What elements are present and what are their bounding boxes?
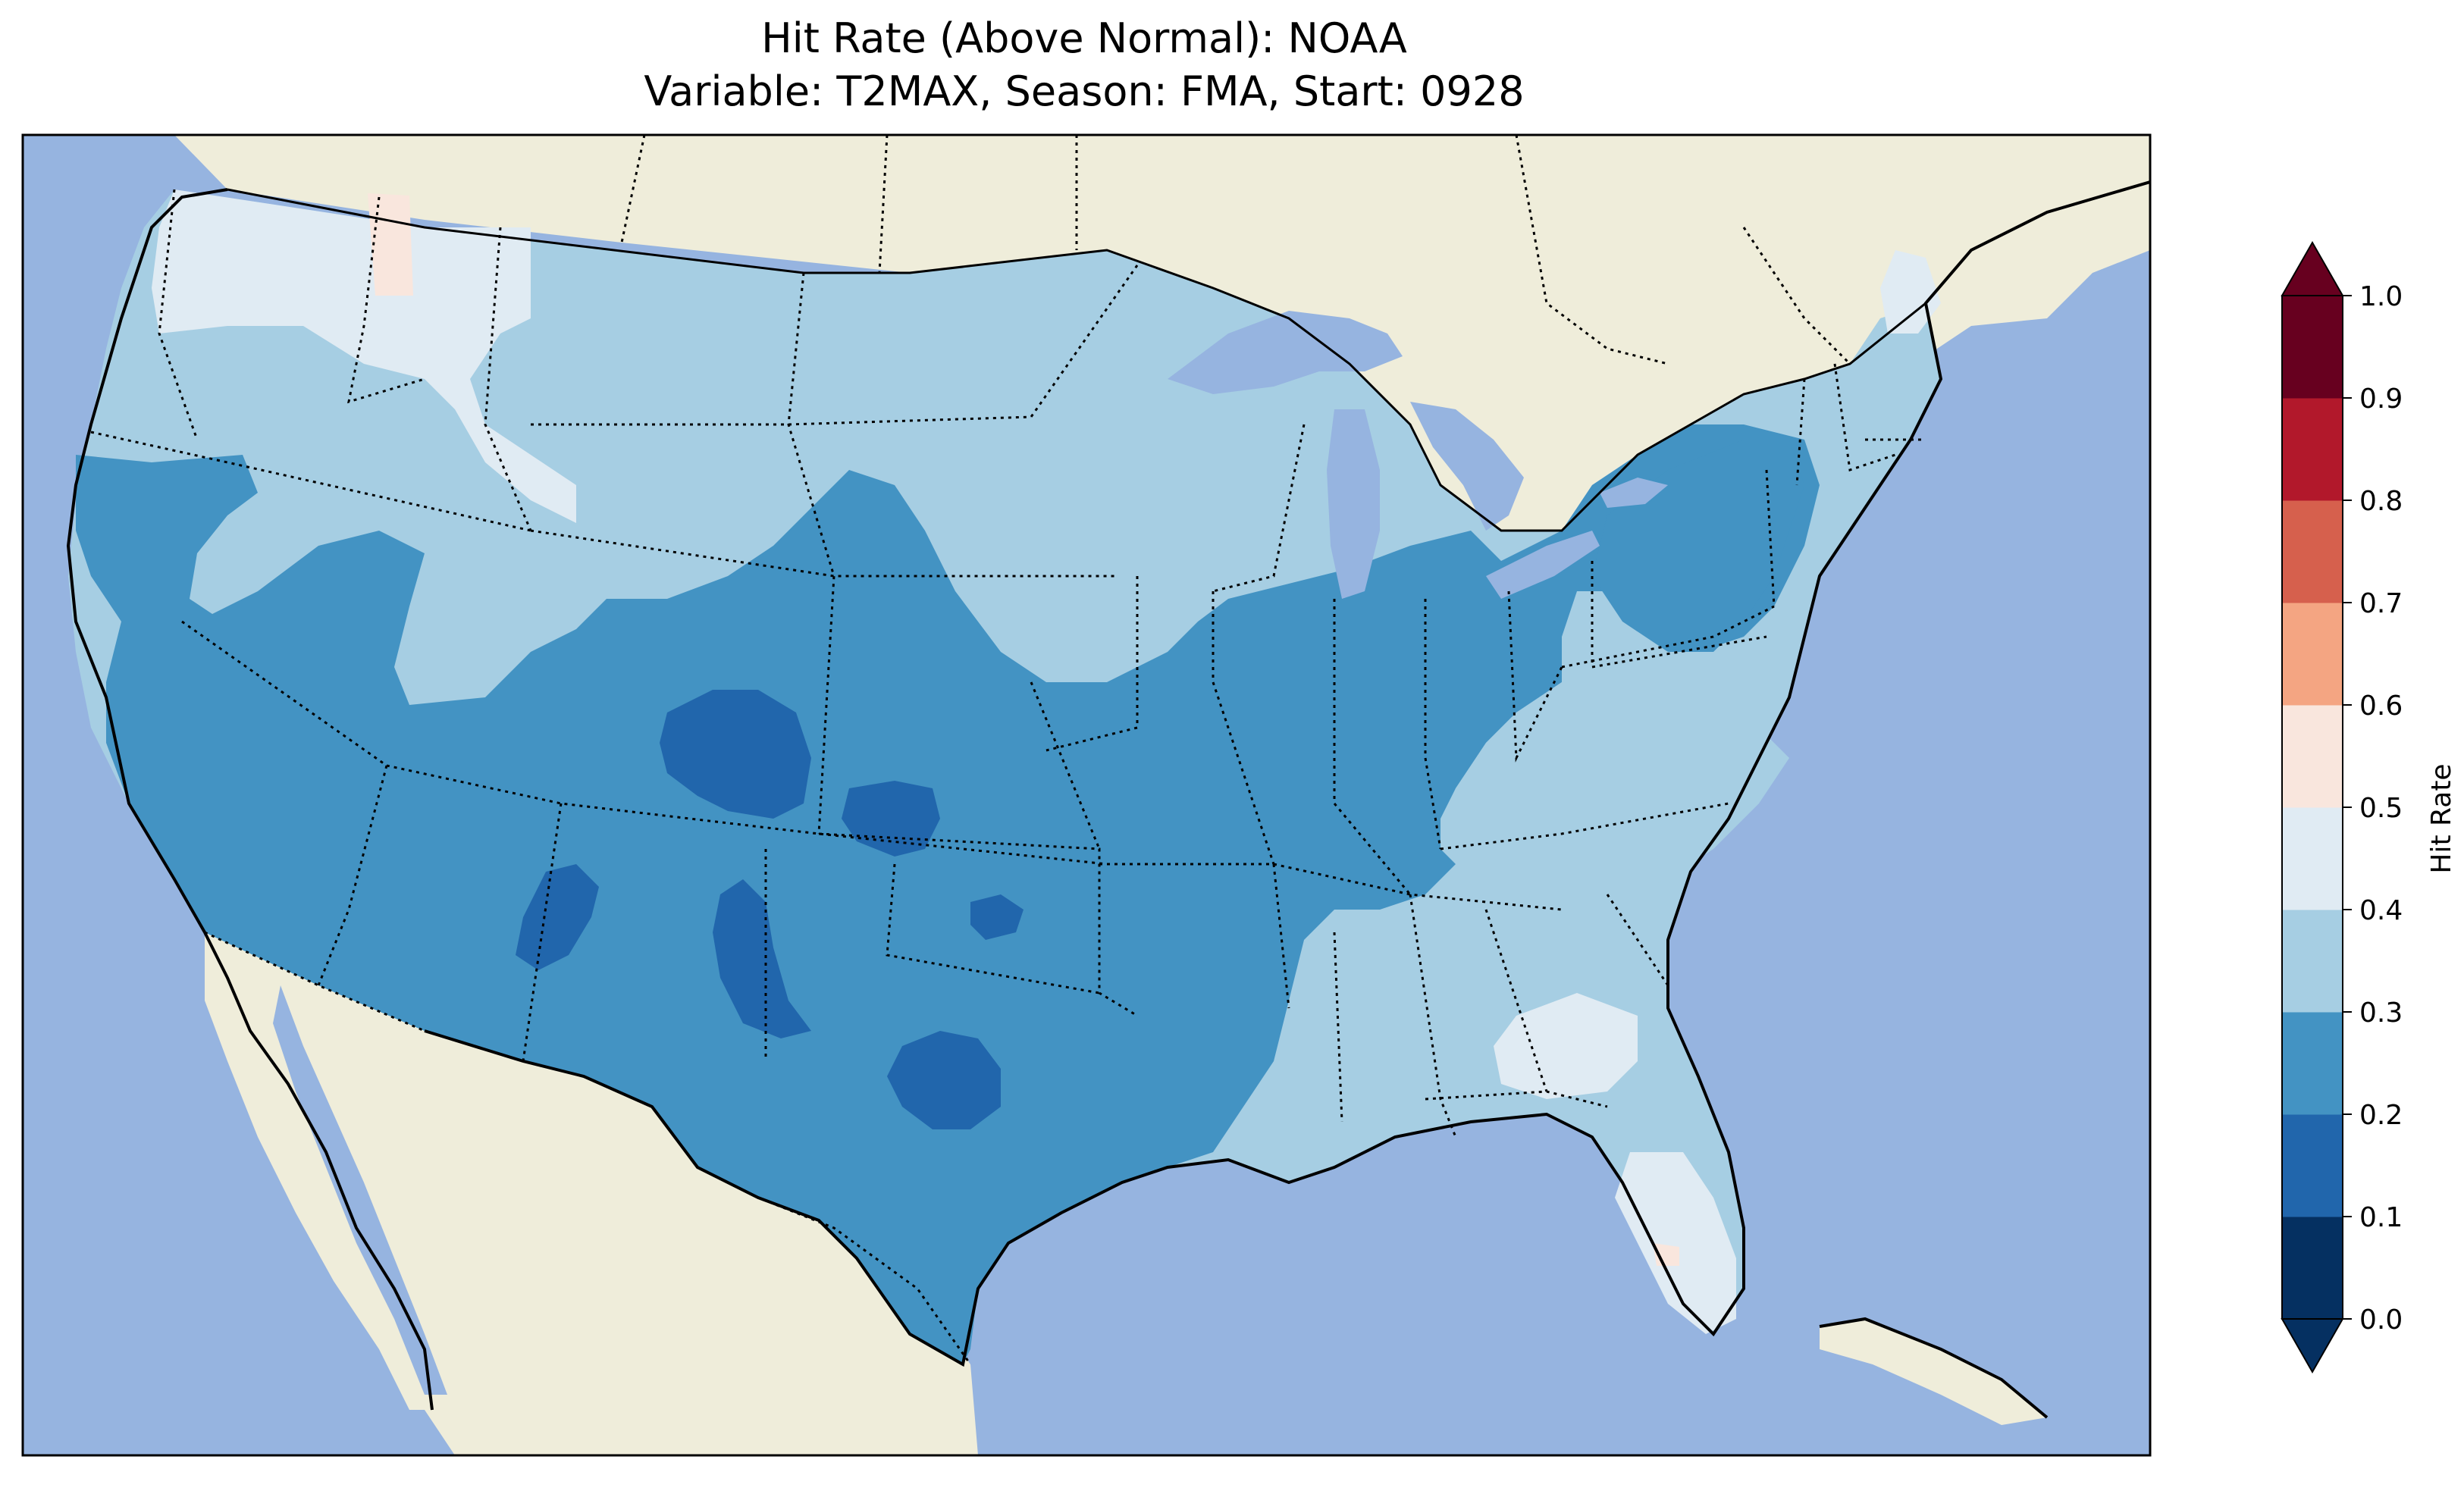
- lake-erie: [1486, 531, 1600, 599]
- hit-rate-region-kansas: [842, 781, 940, 857]
- hit-rate-region-florida: [1615, 1152, 1736, 1334]
- lake-michigan: [1327, 409, 1380, 599]
- hit-rate-region-georgia: [1494, 993, 1638, 1099]
- hit-rate-region-west-texas: [887, 1031, 1001, 1129]
- province-boundaries: [620, 135, 1851, 365]
- lake-ontario: [1600, 478, 1668, 508]
- hit-rate-region-idaho-montana: [152, 189, 576, 523]
- hit-rate-region-new-mexico: [516, 864, 599, 970]
- lake-superior: [1168, 311, 1403, 394]
- baja-land: [205, 932, 432, 1410]
- hit-rate-region-carolinas: [1440, 667, 1789, 902]
- hit-rate-region-south-florida: [1653, 1243, 1679, 1266]
- chart-title: Hit Rate (Above Normal): NOAA: [761, 14, 1407, 62]
- hit-rate-region-central: [76, 424, 1820, 1364]
- map-frame: [21, 133, 2152, 1457]
- maritime-land: [1979, 182, 2150, 273]
- hit-rate-region-nm-east: [713, 879, 811, 1038]
- lake-huron: [1410, 402, 1524, 531]
- coastlines: [66, 180, 2150, 1419]
- cuba-land: [1820, 1319, 2047, 1425]
- chart-subtitle: Variable: T2MAX, Season: FMA, Start: 092…: [644, 67, 1525, 115]
- hit-rate-region-maine: [1880, 250, 1941, 334]
- gulf-of-california: [273, 985, 447, 1395]
- hit-rate-region-colorado: [660, 690, 811, 819]
- us-canada-border: [227, 188, 1973, 532]
- state-boundaries: [90, 189, 1926, 1138]
- hit-rate-region-oklahoma: [970, 894, 1024, 940]
- canada-land: [174, 135, 2150, 561]
